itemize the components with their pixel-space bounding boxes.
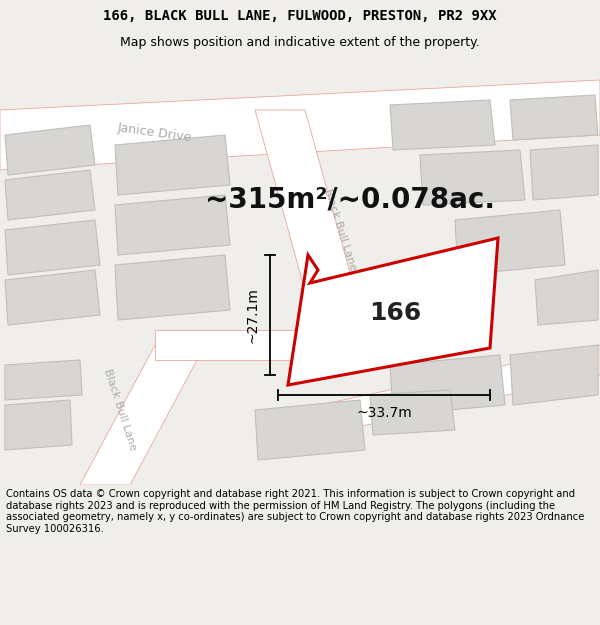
Polygon shape	[530, 145, 598, 200]
Polygon shape	[0, 80, 600, 170]
Polygon shape	[455, 210, 565, 275]
Text: 166: 166	[369, 301, 421, 325]
Polygon shape	[155, 330, 370, 360]
Polygon shape	[535, 270, 598, 325]
Polygon shape	[288, 238, 498, 385]
Polygon shape	[370, 390, 455, 435]
Polygon shape	[255, 110, 370, 345]
Text: ~315m²/~0.078ac.: ~315m²/~0.078ac.	[205, 186, 495, 214]
Polygon shape	[5, 170, 95, 220]
Text: Contains OS data © Crown copyright and database right 2021. This information is : Contains OS data © Crown copyright and d…	[6, 489, 584, 534]
Polygon shape	[80, 345, 205, 485]
Polygon shape	[510, 95, 598, 140]
Text: Black Bull Lane: Black Bull Lane	[102, 368, 138, 452]
Polygon shape	[390, 355, 505, 415]
Polygon shape	[420, 150, 525, 205]
Polygon shape	[115, 195, 230, 255]
Text: ~27.1m: ~27.1m	[245, 287, 259, 343]
Polygon shape	[5, 220, 100, 275]
Polygon shape	[390, 100, 495, 150]
Text: ~33.7m: ~33.7m	[356, 406, 412, 420]
Polygon shape	[115, 255, 230, 320]
Polygon shape	[5, 270, 100, 325]
Text: Black Bull Lane: Black Bull Lane	[322, 188, 358, 272]
Polygon shape	[510, 345, 598, 405]
Text: Map shows position and indicative extent of the property.: Map shows position and indicative extent…	[120, 36, 480, 49]
Text: 166, BLACK BULL LANE, FULWOOD, PRESTON, PR2 9XX: 166, BLACK BULL LANE, FULWOOD, PRESTON, …	[103, 9, 497, 24]
Polygon shape	[115, 135, 230, 195]
Polygon shape	[5, 360, 82, 400]
Polygon shape	[5, 400, 72, 450]
Polygon shape	[5, 125, 95, 175]
Polygon shape	[320, 345, 600, 435]
Polygon shape	[255, 400, 365, 460]
Text: Janice Drive: Janice Drive	[117, 121, 193, 144]
